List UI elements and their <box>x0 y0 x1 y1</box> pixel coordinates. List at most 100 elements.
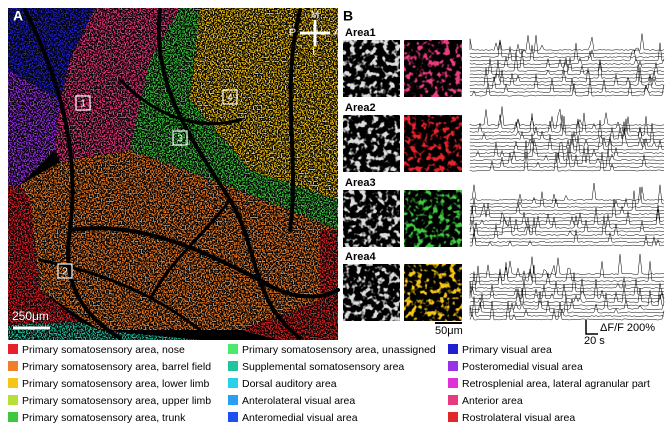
legend-swatch <box>228 378 238 388</box>
trace <box>469 109 665 130</box>
region <box>190 8 338 200</box>
legend-label: Anterolateral visual area <box>242 395 355 407</box>
color-image <box>404 264 462 321</box>
trace <box>469 283 665 303</box>
trace <box>469 190 665 212</box>
area-row: Area1 <box>343 27 665 97</box>
trace <box>469 78 665 93</box>
region <box>8 70 60 185</box>
legend-label: Retrosplenial area, lateral agranular pa… <box>462 378 650 390</box>
area-marker-label: 3 <box>177 134 183 145</box>
trace <box>469 74 665 90</box>
trace <box>469 147 665 168</box>
row-label: Area4 <box>345 251 376 263</box>
trace <box>469 229 665 247</box>
trace <box>469 59 665 79</box>
legend-label: Primary somatosensory area, upper limb <box>22 395 211 407</box>
legend-label: Posteromedial visual area <box>462 361 583 373</box>
cortex-map <box>8 8 338 340</box>
vessels <box>23 8 340 340</box>
legend-label: Supplemental somatosensory area <box>242 361 404 373</box>
trace <box>469 133 665 154</box>
area-marker-label: 2 <box>62 267 68 278</box>
trace <box>469 33 665 51</box>
panel-label: B <box>343 8 353 24</box>
trace <box>469 112 664 133</box>
color-image <box>404 40 462 97</box>
area-marker-label: 1 <box>80 99 86 110</box>
legend-swatch <box>228 395 238 405</box>
legend-swatch <box>448 395 458 405</box>
trace <box>469 295 665 314</box>
trace-scale-time: 20 s <box>584 335 605 347</box>
legend-swatch <box>448 412 458 422</box>
trace <box>469 261 665 279</box>
area-row: Area4 <box>343 251 665 321</box>
trace <box>469 66 665 86</box>
row-label: Area3 <box>345 177 376 189</box>
trace <box>469 215 665 236</box>
gray-image <box>343 190 400 247</box>
scale-bar-label: 250μm <box>12 309 49 323</box>
legend-label: Primary somatosensory area, lower limb <box>22 378 209 390</box>
trace <box>469 49 665 69</box>
trace <box>469 204 665 222</box>
trace <box>469 78 665 97</box>
trace <box>469 106 665 126</box>
area-marker-box <box>172 130 188 146</box>
trace <box>469 198 665 219</box>
orientation-cross <box>300 20 330 46</box>
trace <box>469 41 665 58</box>
legend-swatch <box>228 361 238 371</box>
trace <box>469 296 665 317</box>
region <box>8 8 95 100</box>
scale-bar-label: 50μm <box>435 325 463 337</box>
legend-swatch <box>228 344 238 354</box>
region <box>130 8 338 230</box>
trace <box>469 134 664 151</box>
legend-label: Primary somatosensory area, unassigned <box>242 344 436 356</box>
region <box>240 230 338 340</box>
legend-swatch <box>448 361 458 371</box>
color-image <box>404 190 462 247</box>
trace <box>469 278 665 300</box>
trace <box>469 278 665 296</box>
trace <box>469 151 665 172</box>
orientation-label: A <box>334 28 341 39</box>
trace <box>469 288 665 307</box>
legend-swatch <box>8 378 18 388</box>
area-marker-label: 4 <box>227 93 233 104</box>
trace <box>469 277 665 289</box>
orientation-label: M <box>311 10 319 21</box>
panel-label: A <box>13 8 23 24</box>
area-rows: Area1 Area2 Area3 Area4 <box>343 27 665 321</box>
orientation-label: P <box>289 28 296 39</box>
trace <box>469 184 665 205</box>
area-marker-box <box>75 95 91 111</box>
legend-label: Primary somatosensory area, nose <box>22 344 185 356</box>
legend: Primary somatosensory area, nose Primary … <box>8 344 650 424</box>
trace <box>469 253 664 275</box>
legend-label: Dorsal auditory area <box>242 378 337 390</box>
legend-swatch <box>8 361 18 371</box>
gray-image <box>343 115 400 172</box>
trace <box>469 120 665 140</box>
orientation-label: L <box>312 47 318 58</box>
trace <box>469 214 665 229</box>
region <box>20 150 338 330</box>
trace <box>469 261 665 282</box>
row-label: Area1 <box>345 27 376 39</box>
legend-label: Rostrolateral visual area <box>462 412 575 424</box>
legend-swatch <box>228 412 238 422</box>
legend-label: Primary somatosensory area, trunk <box>22 412 186 424</box>
trace-scale-bar <box>585 320 598 335</box>
trace <box>469 140 665 161</box>
legend-swatch <box>8 395 18 405</box>
region <box>8 185 80 325</box>
legend-swatch <box>8 344 18 354</box>
legend-swatch <box>448 344 458 354</box>
trace <box>469 229 665 243</box>
legend-label: Anteromedial visual area <box>242 412 358 424</box>
trace <box>469 291 665 310</box>
area-marker-box <box>57 263 73 279</box>
